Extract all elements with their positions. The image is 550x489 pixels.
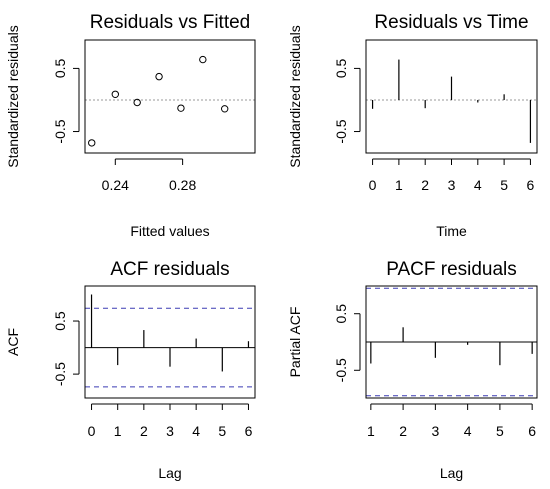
y-tick-label: 0.5 (333, 58, 349, 78)
x-tick-label: 2 (399, 423, 407, 439)
x-tick-label: 1 (367, 423, 375, 439)
x-tick-label: 5 (496, 423, 504, 439)
chart-title: PACF residuals (386, 259, 517, 280)
x-tick-label: 4 (464, 423, 472, 439)
panel-1: Residuals vs Fitted Fitted values Standard… (5, 12, 256, 239)
panel-3: ACF residuals Lag ACF 0 1 2 3 4 5 6 -0.5 0.5 (5, 259, 256, 481)
data-point (177, 104, 185, 112)
x-tick-label: 3 (448, 177, 456, 193)
y-axis-label: Standardized residuals (287, 25, 303, 167)
y-tick-label: 0.5 (52, 311, 68, 331)
x-tick-label: 2 (421, 177, 429, 193)
x-tick-label: 3 (166, 423, 174, 439)
x-tick-label: 2 (140, 423, 148, 439)
y-axis-label: ACF (5, 328, 21, 356)
x-tick-label: 6 (527, 177, 535, 193)
y-axis-label: Partial ACF (287, 307, 303, 378)
chart-title: ACF residuals (110, 259, 229, 280)
x-tick-label: 0 (88, 423, 96, 439)
y-tick-label: 0.5 (52, 58, 68, 78)
data-point (155, 72, 163, 81)
x-axis-label: Lag (158, 465, 181, 481)
y-axis-label: Standardized residuals (5, 25, 21, 167)
x-tick-label: 0.24 (102, 177, 129, 193)
x-tick-label: 3 (431, 423, 439, 439)
x-tick-label: 0.28 (169, 177, 196, 193)
x-tick-label: 1 (114, 423, 122, 439)
data-point (111, 90, 119, 98)
x-tick-label: 4 (192, 423, 200, 439)
x-tick-label: 5 (218, 423, 226, 439)
y-tick-label: -0.5 (52, 119, 68, 143)
plot-frame (365, 285, 538, 399)
x-tick-label: 6 (245, 423, 253, 439)
x-tick-label: 5 (500, 177, 508, 193)
x-tick-label: 6 (528, 423, 536, 439)
plot-frame (84, 285, 256, 399)
chart-title: Residuals vs Time (374, 12, 528, 33)
data-point (221, 105, 229, 113)
x-tick-label: 0 (369, 177, 377, 193)
data-point (88, 139, 96, 147)
plot-frame (365, 39, 538, 154)
x-axis-label: Lag (440, 465, 463, 481)
data-point (133, 98, 141, 107)
x-axis-label: Time (436, 223, 467, 239)
y-tick-label: 0.5 (333, 304, 349, 324)
y-tick-label: -0.5 (333, 119, 349, 143)
data-point (199, 55, 207, 64)
panel-4: PACF residuals Lag Partial ACF 1 2 3 4 5 6 -0.5 0.… (287, 259, 538, 481)
x-tick-label: 1 (395, 177, 403, 193)
x-axis-label: Fitted values (130, 223, 209, 239)
y-tick-label: -0.5 (333, 358, 349, 382)
plot-frame (84, 39, 256, 154)
y-tick-label: -0.5 (52, 362, 68, 386)
chart-title: Residuals vs Fitted (90, 12, 251, 33)
panel-2: Residuals vs Time Time Standardized residu… (287, 12, 538, 239)
x-tick-label: 4 (474, 177, 482, 193)
